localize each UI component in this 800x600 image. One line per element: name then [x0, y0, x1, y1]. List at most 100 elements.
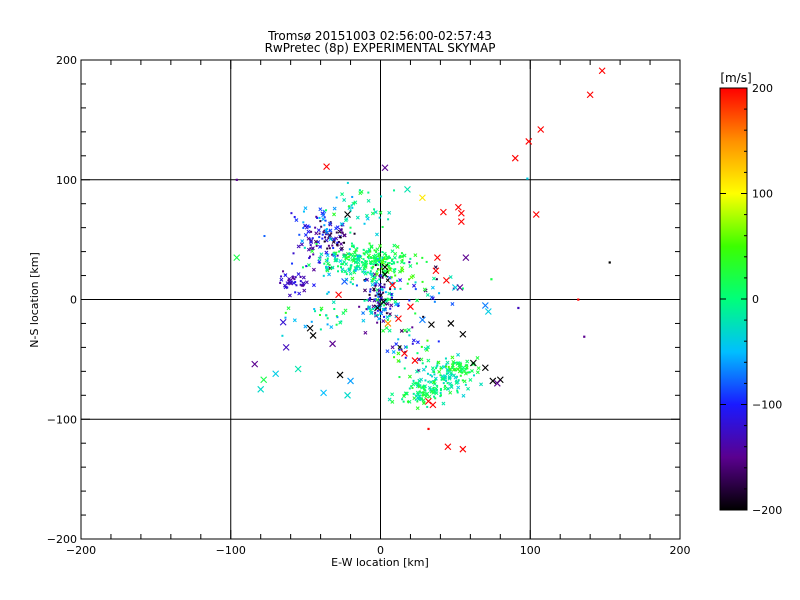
data-point [235, 178, 238, 181]
data-point [393, 299, 398, 304]
data-point [457, 379, 460, 382]
data-point [336, 243, 339, 246]
data-point [324, 250, 329, 255]
data-point-cross [294, 365, 302, 373]
data-point [414, 312, 417, 315]
data-point [332, 212, 337, 217]
x-axis-label: E-W location [km] [331, 556, 429, 569]
data-point [349, 209, 352, 212]
data-point [386, 318, 389, 321]
data-point [447, 372, 450, 375]
data-point [332, 247, 335, 250]
data-point [424, 379, 427, 382]
data-point [399, 287, 402, 290]
data-point-cross [341, 278, 348, 285]
data-point [308, 257, 311, 260]
data-point [311, 237, 314, 240]
data-point [368, 308, 373, 313]
data-point [321, 217, 326, 222]
data-point [340, 263, 343, 266]
data-point [384, 325, 389, 330]
data-point [451, 359, 456, 364]
data-point [333, 308, 336, 311]
data-point [281, 334, 284, 337]
data-point [339, 246, 344, 251]
data-point [340, 224, 343, 227]
data-point [387, 210, 392, 215]
data-point-cross [233, 254, 241, 261]
data-point [368, 293, 371, 296]
data-point [374, 279, 379, 284]
data-point [295, 284, 298, 287]
data-point [379, 258, 382, 261]
data-point [402, 328, 407, 333]
data-point [381, 226, 384, 229]
data-point [319, 220, 322, 223]
data-point [369, 296, 372, 299]
data-point [416, 392, 421, 397]
data-point [288, 281, 293, 286]
data-point [402, 400, 405, 403]
data-point [444, 384, 447, 387]
data-point [475, 356, 480, 360]
data-point [526, 177, 529, 180]
data-point [284, 274, 287, 277]
data-point [370, 266, 373, 269]
data-point [339, 222, 344, 227]
data-point [430, 366, 435, 371]
data-point [373, 289, 376, 292]
data-point [449, 384, 454, 389]
data-point-cross [384, 320, 392, 327]
data-point [328, 228, 333, 233]
data-point [297, 291, 302, 296]
data-point-cross [457, 218, 465, 226]
data-point [452, 373, 456, 378]
data-point-cross [344, 391, 351, 399]
data-point-cross [425, 397, 432, 405]
data-point [400, 348, 403, 351]
data-point-cross [257, 385, 265, 393]
data-point [464, 364, 467, 367]
data-point-cross [347, 377, 354, 385]
data-point [422, 315, 425, 318]
data-point [384, 260, 387, 263]
data-point [287, 293, 292, 298]
data-point [293, 215, 296, 218]
data-point [415, 298, 420, 303]
data-point [344, 270, 347, 273]
data-point-cross [454, 203, 462, 211]
data-point [354, 258, 357, 261]
data-point [439, 389, 442, 392]
data-point [438, 292, 441, 295]
data-point [366, 198, 371, 203]
data-point [309, 244, 312, 247]
data-point [404, 356, 407, 359]
data-point [379, 311, 382, 314]
data-point [389, 307, 392, 310]
data-point [455, 379, 458, 382]
data-point [358, 189, 361, 192]
data-point-cross [395, 315, 402, 323]
data-point [409, 275, 414, 280]
data-point [303, 324, 308, 329]
data-point [449, 369, 452, 372]
data-point [426, 372, 429, 375]
data-point [308, 225, 311, 228]
data-point [283, 285, 288, 290]
data-point [303, 246, 306, 249]
data-point [374, 276, 377, 279]
data-point [396, 279, 399, 282]
data-point [416, 352, 419, 355]
data-point [302, 226, 305, 229]
colorbar-label: [m/s] [720, 71, 751, 85]
data-point [387, 218, 390, 221]
data-point [302, 288, 307, 293]
data-point [383, 304, 386, 307]
data-point [404, 391, 409, 396]
data-point [369, 245, 374, 250]
data-point [432, 276, 436, 281]
data-point [292, 252, 295, 255]
data-point [358, 266, 363, 271]
data-point [358, 305, 361, 308]
data-point [427, 380, 430, 383]
